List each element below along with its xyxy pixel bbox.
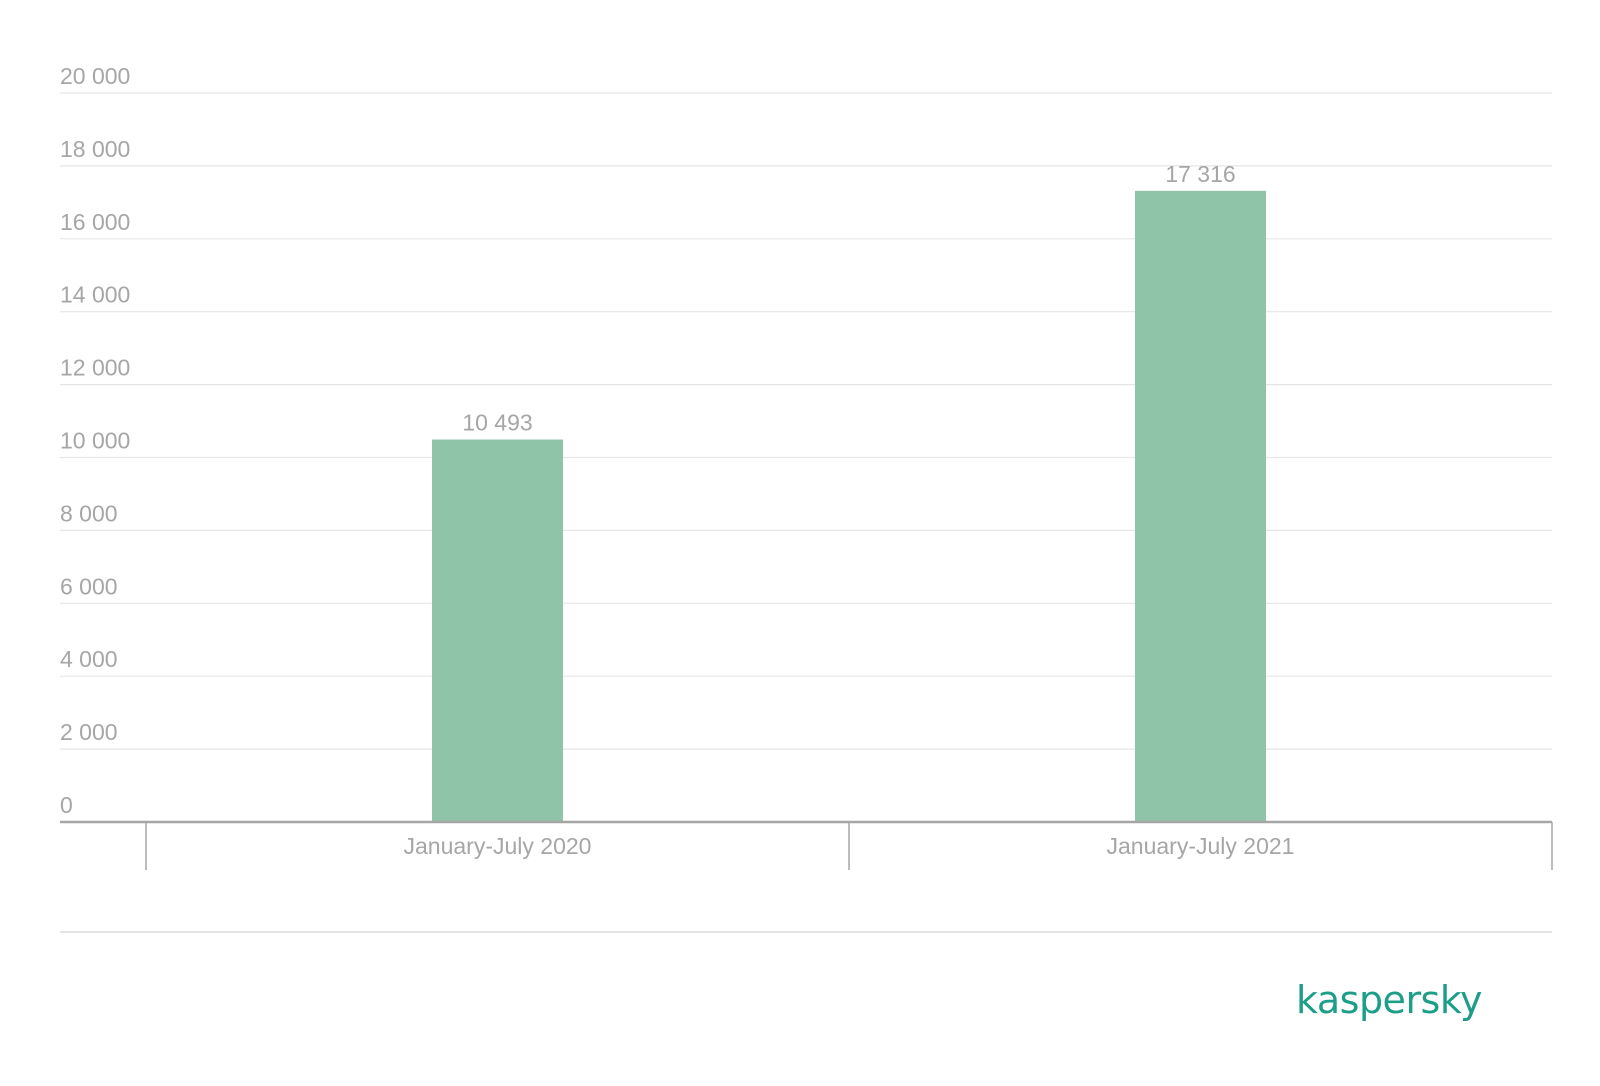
y-tick-label: 4 000 (60, 646, 118, 672)
x-category-label: January-July 2021 (1107, 833, 1295, 859)
y-tick-label: 0 (60, 792, 73, 818)
data-label: 17 316 (1165, 161, 1235, 187)
bar (432, 439, 563, 822)
y-tick-label: 2 000 (60, 719, 118, 745)
y-tick-label: 20 000 (60, 63, 130, 89)
data-label: 10 493 (462, 410, 532, 436)
y-tick-label: 10 000 (60, 428, 130, 454)
x-category-label: January-July 2020 (404, 833, 592, 859)
y-tick-label: 14 000 (60, 282, 130, 308)
y-tick-label: 18 000 (60, 136, 130, 162)
y-tick-label: 6 000 (60, 573, 118, 599)
y-tick-label: 16 000 (60, 209, 130, 235)
y-tick-label: 12 000 (60, 355, 130, 381)
y-tick-label: 8 000 (60, 500, 118, 526)
kaspersky-logo: kaspersky (1296, 978, 1482, 1022)
bar (1135, 190, 1266, 823)
